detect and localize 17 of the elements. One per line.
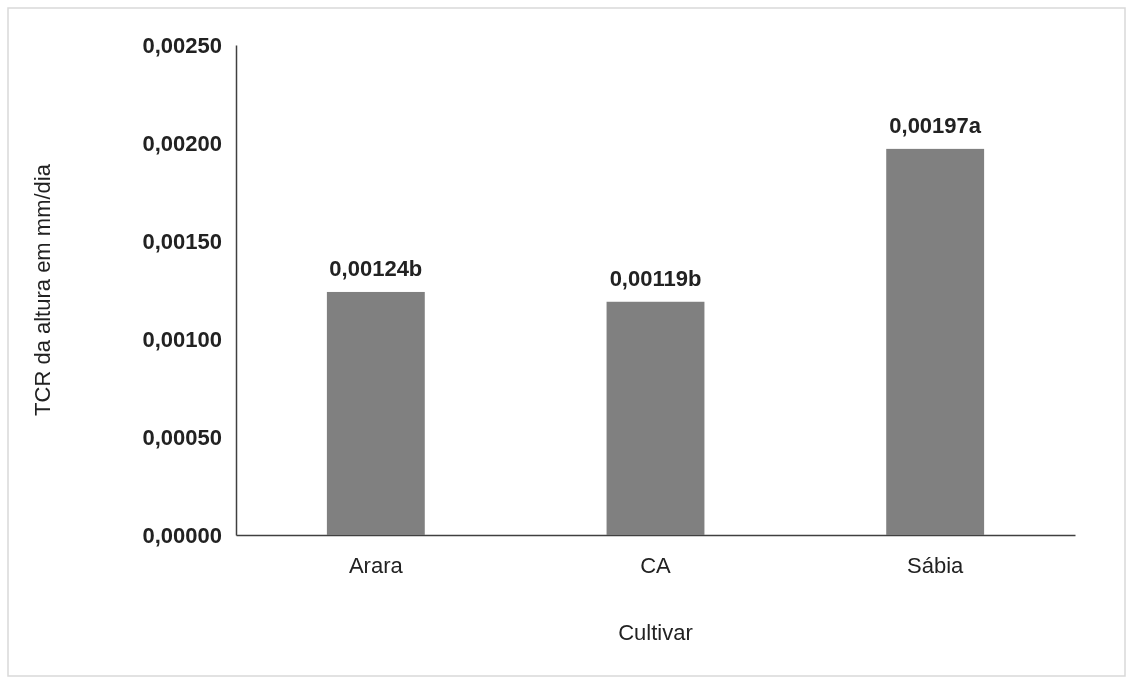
x-axis-title: Cultivar: [618, 620, 693, 645]
y-tick-label: 0,00150: [142, 228, 222, 254]
y-tick-label: 0,00200: [142, 130, 222, 156]
data-label: 0,00124b: [329, 255, 423, 281]
bar: [886, 148, 985, 535]
bar: [606, 301, 705, 535]
y-tick-label: 0,00000: [142, 522, 222, 548]
x-tick-label: CA: [640, 552, 672, 578]
x-tick-label: Sábia: [907, 552, 965, 578]
y-tick-label: 0,00100: [142, 326, 222, 352]
y-tick-label: 0,00250: [142, 32, 222, 58]
bar: [326, 291, 425, 535]
y-tick-label: 0,00050: [142, 424, 222, 450]
y-axis-title: TCR da altura em mm/dia: [30, 163, 55, 416]
data-label: 0,00119b: [609, 265, 702, 291]
x-tick-label: Arara: [348, 552, 404, 578]
data-label: 0,00197a: [889, 112, 982, 138]
